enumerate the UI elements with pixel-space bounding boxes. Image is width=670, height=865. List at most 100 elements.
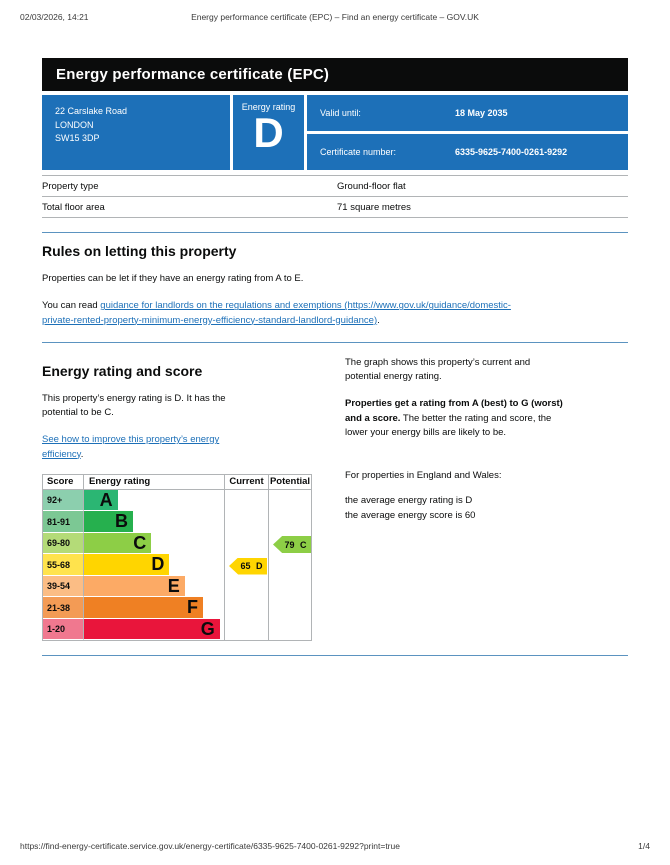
address-line-1: 22 Carslake Road bbox=[55, 106, 128, 116]
current-rating-arrow: 65 D bbox=[229, 557, 267, 575]
current-column-cell bbox=[224, 554, 268, 576]
energy-rating-cell: Energy rating D bbox=[233, 95, 304, 170]
chart-header-row: Score Energy rating Current Potential bbox=[43, 474, 311, 490]
guidance-text-prefix: You can read bbox=[42, 300, 101, 312]
certificate-number-value: 6335-9625-7400-0261-9292 bbox=[455, 147, 568, 157]
band-bar: C bbox=[84, 533, 152, 554]
chart-header-score: Score bbox=[47, 476, 74, 488]
letting-rules-heading: Rules on letting this property bbox=[42, 243, 237, 259]
epc-band-row: 1-20 G bbox=[43, 619, 311, 641]
certificate-number-label: Certificate number: bbox=[320, 147, 397, 157]
band-score-cell: 1-20 bbox=[43, 618, 83, 641]
certificate-page: Energy performance certificate (EPC) 22 … bbox=[42, 58, 628, 657]
rating-scale-rest: The better the rating and score, the low… bbox=[345, 412, 552, 438]
band-bar: D bbox=[84, 554, 170, 575]
band-bar-area: C bbox=[83, 533, 224, 555]
valid-until-label: Valid until: bbox=[320, 108, 361, 118]
browser-print-footer: https://find-energy-certificate.service.… bbox=[20, 841, 650, 851]
rating-summary-para: This property’s energy rating is D. It h… bbox=[42, 392, 226, 418]
current-column-cell bbox=[224, 489, 268, 512]
potential-column-cell bbox=[268, 597, 311, 619]
rating-scale-bold: Properties get a rating from A (best) to… bbox=[345, 398, 563, 424]
property-type-value: Ground-floor flat bbox=[337, 181, 406, 192]
rating-score-right-column: The graph shows this property’s current … bbox=[345, 353, 628, 642]
letting-rules-para: Properties can be let if they have an en… bbox=[42, 273, 304, 284]
potential-column-cell bbox=[268, 532, 311, 555]
band-score-cell: 69-80 bbox=[43, 532, 83, 555]
floor-area-label: Total floor area bbox=[42, 202, 105, 213]
rating-score-heading: Energy rating and score bbox=[42, 362, 203, 379]
potential-column-cell bbox=[268, 489, 311, 512]
potential-rating-arrow: 79 C bbox=[273, 536, 311, 553]
band-score-cell: 21-38 bbox=[43, 597, 83, 619]
print-url: https://find-energy-certificate.service.… bbox=[20, 841, 400, 851]
letting-guidance-para: You can read guidance for landlords on t… bbox=[42, 299, 628, 328]
chart-header-energy-rating: Energy rating bbox=[83, 474, 224, 489]
potential-column-cell bbox=[268, 554, 311, 576]
band-bar-area: G bbox=[83, 619, 224, 641]
certificate-number-row: Certificate number: 6335-9625-7400-0261-… bbox=[307, 134, 628, 170]
epc-title-banner: Energy performance certificate (EPC) bbox=[42, 58, 628, 91]
band-bar: A bbox=[84, 490, 118, 511]
address-line-3: SW15 3DP bbox=[55, 133, 100, 143]
band-score-cell: 55-68 bbox=[43, 554, 83, 576]
epc-band-row: 39-54 E bbox=[43, 576, 311, 598]
potential-column-cell bbox=[268, 511, 311, 533]
epc-band-row: 55-68 D bbox=[43, 554, 311, 576]
band-bar: F bbox=[84, 597, 203, 618]
graph-explainer-para: The graph shows this property’s current … bbox=[345, 356, 531, 382]
band-bar-area: A bbox=[83, 490, 224, 512]
chart-header-current: Current bbox=[224, 474, 268, 489]
current-column-cell bbox=[224, 618, 268, 641]
certificate-summary-box: 22 Carslake Road LONDON SW15 3DP Energy … bbox=[42, 95, 628, 170]
potential-column-cell bbox=[268, 575, 311, 598]
epc-rating-chart: Score Energy rating Current Potential 92… bbox=[42, 473, 312, 642]
current-column-cell bbox=[224, 511, 268, 533]
energy-rating-value: D bbox=[253, 109, 284, 156]
improve-efficiency-link[interactable]: See how to improve this property’s energ… bbox=[42, 434, 220, 460]
certificate-details: Valid until: 18 May 2035 Certificate num… bbox=[307, 95, 628, 170]
guidance-text-suffix: . bbox=[377, 314, 380, 326]
energy-rating-label: Energy rating bbox=[241, 102, 296, 112]
property-facts-table: Property type Ground-floor flat Total fl… bbox=[42, 175, 628, 218]
epc-band-row: 21-38 F bbox=[43, 597, 311, 619]
current-column-cell bbox=[224, 532, 268, 555]
band-score-cell: 81-91 bbox=[43, 511, 83, 533]
band-bar-area: D bbox=[83, 554, 224, 576]
england-wales-para: For properties in England and Wales: bbox=[345, 470, 502, 481]
floor-area-value: 71 square metres bbox=[337, 202, 411, 213]
band-bar-area: F bbox=[83, 597, 224, 619]
average-rating-para: the average energy rating is D the avera… bbox=[345, 495, 476, 521]
epc-band-row: 81-91 B bbox=[43, 511, 311, 533]
improve-efficiency-para: See how to improve this property’s energ… bbox=[42, 433, 292, 462]
epc-band-row: 69-80 C bbox=[43, 533, 311, 555]
print-page-title: Energy performance certificate (EPC) – F… bbox=[191, 12, 479, 22]
epc-band-row: 92+ A bbox=[43, 490, 311, 512]
section-divider bbox=[42, 655, 628, 657]
section-divider bbox=[42, 341, 628, 343]
potential-column-cell bbox=[268, 618, 311, 641]
current-column-cell bbox=[224, 597, 268, 619]
table-row: Property type Ground-floor flat bbox=[42, 175, 628, 196]
section-divider bbox=[42, 232, 628, 233]
improve-text-suffix: . bbox=[80, 448, 84, 460]
property-address: 22 Carslake Road LONDON SW15 3DP bbox=[42, 95, 230, 170]
band-bar-area: B bbox=[83, 511, 224, 533]
valid-until-value: 18 May 2035 bbox=[455, 108, 508, 118]
landlord-guidance-link[interactable]: guidance for landlords on the regulation… bbox=[42, 300, 511, 326]
epc-title: Energy performance certificate (EPC) bbox=[56, 66, 330, 83]
table-row: Total floor area 71 square metres bbox=[42, 196, 628, 218]
rating-score-left-column: Energy rating and score This property’s … bbox=[42, 353, 345, 642]
browser-print-header: 02/03/2026, 14:21 Energy performance cer… bbox=[20, 12, 650, 22]
print-page-number: 1/4 bbox=[638, 841, 650, 851]
band-bar-area: E bbox=[83, 576, 224, 598]
band-bar: B bbox=[84, 511, 133, 532]
address-line-2: LONDON bbox=[55, 119, 94, 130]
property-type-label: Property type bbox=[42, 181, 99, 192]
band-score-cell: 92+ bbox=[43, 489, 83, 512]
band-bar: G bbox=[84, 619, 220, 640]
band-score-cell: 39-54 bbox=[43, 575, 83, 598]
rating-and-score-section: Energy rating and score This property’s … bbox=[42, 353, 628, 642]
rating-scale-para: Properties get a rating from A (best) to… bbox=[345, 397, 628, 440]
current-column-cell bbox=[224, 575, 268, 598]
